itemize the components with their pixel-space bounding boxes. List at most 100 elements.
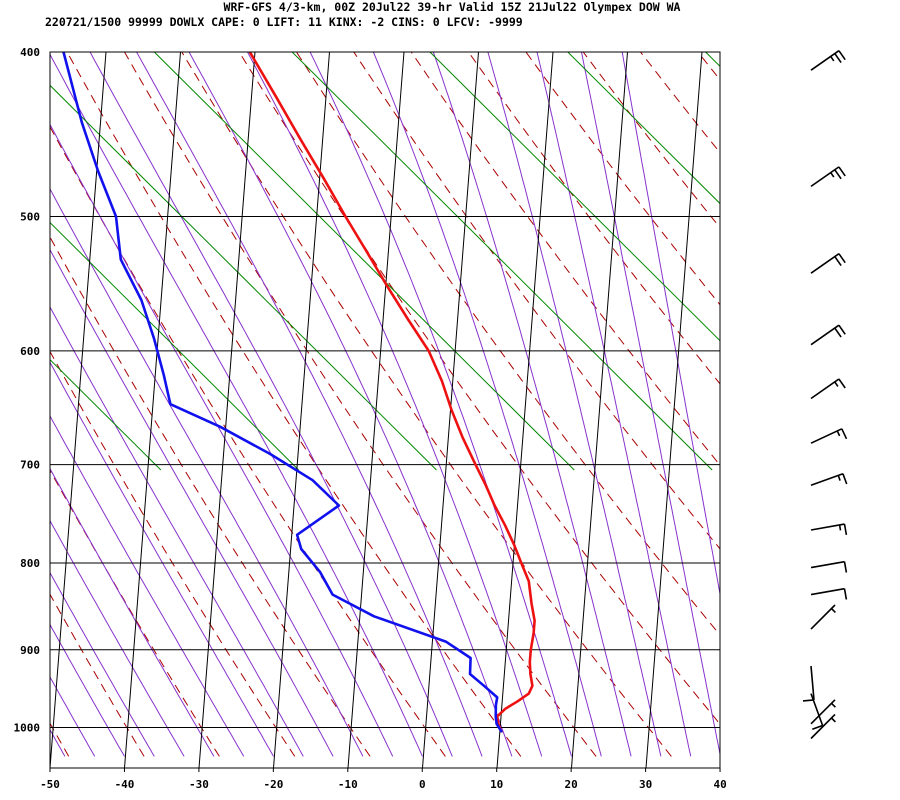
dry-adiabat: [755, 52, 900, 756]
wind-barb: [810, 166, 846, 188]
barb-feather: [802, 699, 815, 702]
wind-barb: [810, 253, 846, 274]
temperature-trace: [248, 52, 536, 733]
x-tick-label: 20: [564, 778, 577, 791]
mixing-ratio-line: [843, 52, 900, 470]
barb-half-feather: [830, 172, 835, 178]
x-tick-label: -10: [338, 778, 358, 791]
wind-barb: [810, 587, 848, 600]
axis-ticks: 400 500 600 700 800 900 1000 -50 -40 -30 -20 -10 0 10…: [14, 46, 727, 791]
wind-barb: [810, 428, 848, 444]
barb-feather: [834, 256, 842, 267]
dry-adiabat: [870, 52, 900, 756]
dewpoint-trace: [62, 52, 503, 733]
barb-feather: [838, 378, 846, 389]
wind-barb: [810, 50, 846, 71]
barb-feather: [834, 169, 842, 180]
barb-staff: [810, 253, 840, 274]
moist-adiabat: [50, 623, 125, 757]
dry-adiabat: [468, 52, 720, 385]
x-tick-label: 10: [490, 778, 503, 791]
wind-barb: [810, 699, 836, 725]
wind-barb: [810, 604, 836, 630]
barb-half-feather: [830, 702, 836, 708]
barb-half-feather: [838, 524, 842, 531]
barb-staff: [810, 472, 844, 487]
dry-adiabat: [296, 52, 720, 636]
x-tick-label: -50: [40, 778, 60, 791]
mixing-ratio-line: [50, 84, 437, 471]
barb-staff: [810, 378, 840, 400]
header-title: WRF-GFS 4/3-km, 00Z 20Jul22 39-hr Valid …: [224, 0, 681, 14]
isotherm: [571, 52, 628, 768]
dry-adiabat: [50, 469, 220, 757]
barb-staff: [810, 587, 845, 596]
y-tick-label: 500: [20, 211, 40, 224]
wind-barb: [810, 560, 848, 573]
dry-adiabat: [50, 593, 145, 757]
barb-staff: [810, 713, 836, 740]
x-tick-label: 40: [713, 778, 726, 791]
y-tick-label: 800: [20, 557, 40, 570]
barb-staff: [810, 166, 840, 188]
dry-adiabat: [582, 52, 720, 229]
barb-half-feather: [830, 55, 835, 62]
y-tick-label: 400: [20, 46, 40, 59]
moist-adiabat: [50, 248, 334, 757]
barb-feather: [841, 428, 848, 440]
isotherm: [124, 52, 181, 768]
moist-adiabat: [188, 52, 513, 757]
barb-staff: [810, 693, 824, 726]
x-tick-label: -20: [263, 778, 283, 791]
barb-feather: [834, 53, 842, 64]
wind-barb: [810, 378, 846, 400]
moist-adiabat: [50, 519, 185, 757]
isotherm: [347, 52, 405, 768]
wind-barb: [810, 472, 848, 487]
moist-adiabat: [50, 361, 274, 757]
moist-adiabat: [50, 187, 364, 757]
isotherm: [496, 52, 554, 768]
moist-adiabat: [50, 571, 155, 757]
moist-adiabat: [50, 53, 423, 757]
wind-barbs: [802, 50, 848, 740]
isotherm: [50, 52, 107, 768]
barb-half-feather: [830, 717, 836, 723]
dry-adiabat: [697, 52, 720, 81]
barb-half-feather: [837, 475, 841, 481]
mixing-ratio-line: [705, 52, 720, 68]
mixing-ratio-line: [291, 52, 713, 471]
barb-feather: [838, 166, 846, 177]
isotherm: [198, 52, 256, 768]
dry-adiabat: [181, 52, 672, 757]
barb-staff: [810, 604, 836, 630]
isotherm: [273, 52, 330, 768]
wind-barb: [802, 665, 815, 702]
wind-barb: [810, 713, 836, 740]
wind-barb: [810, 523, 848, 536]
x-tick-label: 30: [639, 778, 652, 791]
barb-half-feather: [830, 608, 836, 613]
x-tick-label: -30: [189, 778, 209, 791]
x-tick-label: 0: [419, 778, 426, 791]
background-lines: [50, 52, 900, 768]
y-tick-label: 700: [20, 459, 40, 472]
barb-staff: [810, 324, 840, 346]
mixing-ratio-line: [50, 221, 300, 471]
dry-adiabat: [124, 52, 597, 757]
dry-adiabat: [813, 52, 900, 756]
moist-adiabat: [50, 306, 304, 757]
barb-staff: [810, 560, 845, 569]
moist-adiabat: [621, 52, 720, 597]
barb-staff: [810, 665, 815, 700]
moist-adiabat: [136, 52, 483, 757]
y-tick-label: 1000: [14, 722, 41, 735]
moist-adiabat: [309, 52, 572, 757]
mixing-ratio-line: [153, 52, 575, 471]
barb-feather: [838, 50, 846, 61]
barb-feather: [834, 327, 842, 338]
barb-half-feather: [836, 430, 841, 437]
wind-barb: [810, 693, 824, 731]
plot-frame: [49, 51, 721, 769]
